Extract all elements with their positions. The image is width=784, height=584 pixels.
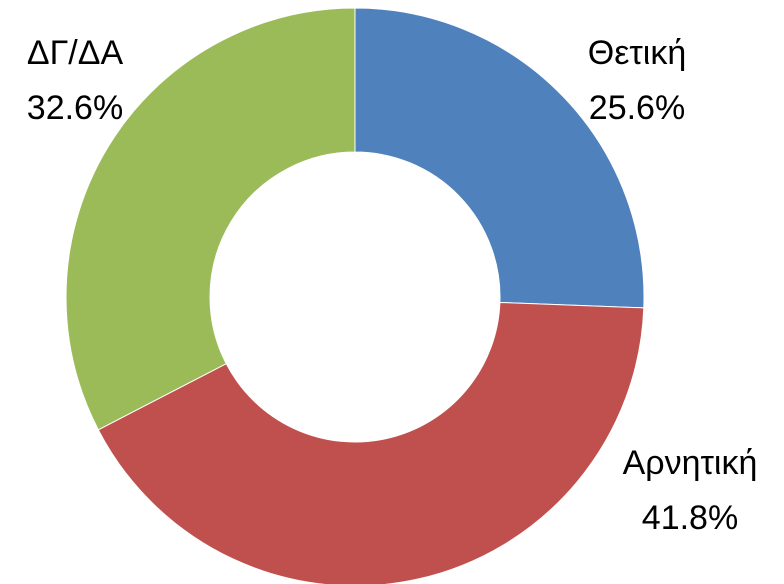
donut-slice <box>354 7 645 309</box>
value-label: 41.8% <box>642 499 738 537</box>
slice-label: Αρνητική <box>623 444 758 482</box>
value-label: 25.6% <box>589 89 685 127</box>
donut-slice <box>65 7 356 431</box>
donut-slice <box>97 301 645 584</box>
slice-label: ΔΓ/ΔΑ <box>27 34 124 72</box>
value-label: 32.6% <box>27 89 123 127</box>
slice-label: Θετική <box>588 34 687 72</box>
